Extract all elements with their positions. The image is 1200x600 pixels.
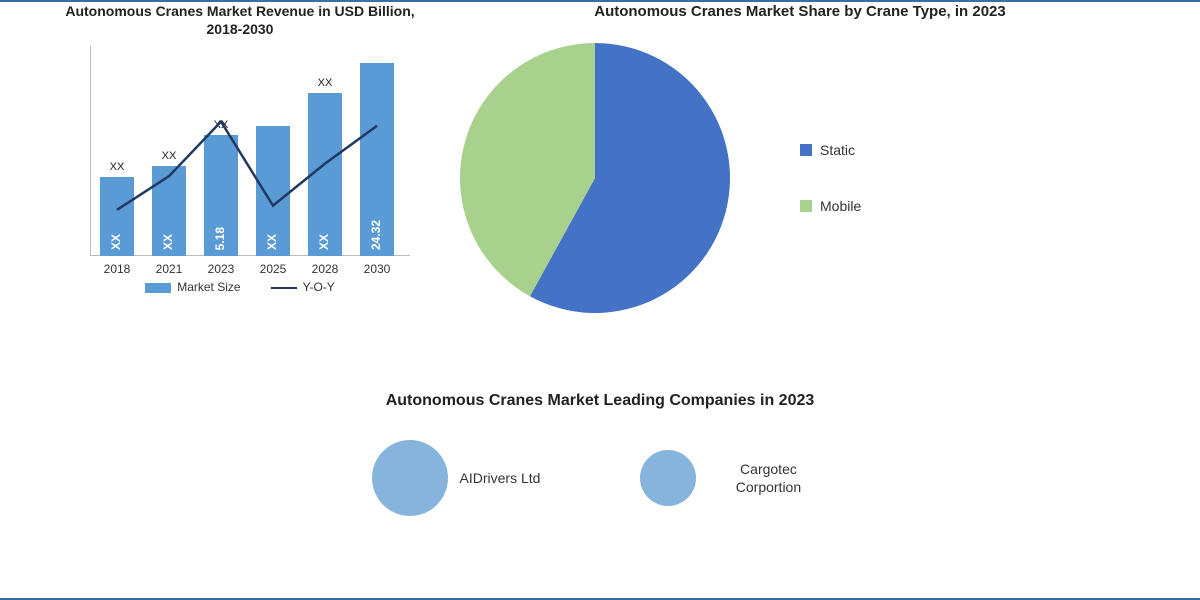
legend-item-market-size: Market Size <box>145 280 240 294</box>
bar-chart-title: Autonomous Cranes Market Revenue in USD … <box>40 2 440 38</box>
pie-chart-title: Autonomous Cranes Market Share by Crane … <box>440 2 1160 22</box>
company-label: AIDrivers Ltd <box>460 469 541 487</box>
bar-x-label: 2028 <box>300 262 350 276</box>
legend-label-bar: Market Size <box>177 280 240 294</box>
bar-inner-label: XX <box>265 234 279 250</box>
bar-top-label: XX <box>204 119 238 131</box>
legend-swatch-bar <box>145 283 171 293</box>
company-bubble <box>640 450 696 506</box>
pie-chart-svg <box>440 28 760 328</box>
pie-legend-item: Static <box>800 142 861 158</box>
bar-inner-label: 5.18 <box>213 227 227 250</box>
companies-title: Autonomous Cranes Market Leading Compani… <box>40 392 1160 410</box>
pie-legend-label: Mobile <box>820 198 861 214</box>
legend-item-yoy: Y-O-Y <box>271 280 335 294</box>
bar-x-label: 2030 <box>352 262 402 276</box>
bar-x-label: 2023 <box>196 262 246 276</box>
companies-section: Autonomous Cranes Market Leading Compani… <box>0 392 1200 516</box>
companies-row: AIDrivers Ltd Cargotec Corportion <box>40 440 1160 516</box>
bar-top-label: XX <box>152 150 186 162</box>
bar-x-label: 2021 <box>144 262 194 276</box>
bar-top-label: XX <box>308 77 342 89</box>
bar <box>308 93 342 257</box>
company-item: AIDrivers Ltd <box>372 440 541 516</box>
bar-inner-label: 24.32 <box>369 220 383 250</box>
bar-chart-y-axis <box>90 46 91 256</box>
bar-chart-plot: XX XX 2018 XX XX 2021 5.18 XX 2023 XX 2025 XX XX 2028… <box>60 46 420 276</box>
bar-chart-panel: Autonomous Cranes Market Revenue in USD … <box>40 2 440 382</box>
legend-label-line: Y-O-Y <box>303 280 335 294</box>
bar-inner-label: XX <box>161 234 175 250</box>
pie-chart-legend: Static Mobile <box>800 142 861 214</box>
bar-chart-legend: Market Size Y-O-Y <box>40 280 440 294</box>
bar-inner-label: XX <box>109 234 123 250</box>
pie-legend-label: Static <box>820 142 855 158</box>
bar-x-label: 2025 <box>248 262 298 276</box>
pie-chart-panel: Autonomous Cranes Market Share by Crane … <box>440 2 1160 382</box>
company-item: Cargotec Corportion <box>640 440 828 516</box>
pie-legend-item: Mobile <box>800 198 861 214</box>
legend-swatch-line <box>271 287 297 289</box>
bar-x-label: 2018 <box>92 262 142 276</box>
company-bubble <box>372 440 448 516</box>
pie-legend-swatch <box>800 144 812 156</box>
company-label: Cargotec Corportion <box>708 460 828 496</box>
pie-legend-swatch <box>800 200 812 212</box>
bar-top-label: XX <box>100 161 134 173</box>
bar-inner-label: XX <box>317 234 331 250</box>
